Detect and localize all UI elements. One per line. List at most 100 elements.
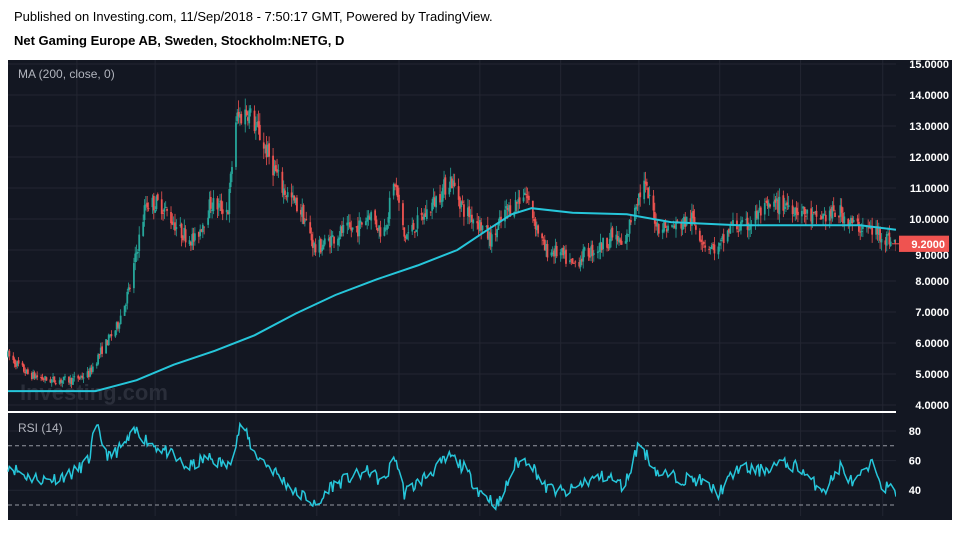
candle-body	[253, 110, 256, 132]
candle-body	[608, 239, 611, 249]
candle-body	[337, 238, 339, 246]
candle-body	[32, 372, 35, 379]
candle-body	[106, 340, 109, 346]
candle-body	[211, 209, 214, 212]
candle-body	[562, 247, 565, 256]
candle-body	[359, 220, 362, 223]
candle-body	[583, 247, 586, 251]
candle-body	[379, 227, 382, 237]
candle-body	[757, 211, 760, 220]
candle-body	[526, 195, 529, 199]
candle-body	[786, 202, 789, 205]
candle-body	[322, 244, 325, 250]
candle-body	[452, 180, 455, 186]
candle-body	[115, 322, 118, 330]
candle-body	[637, 193, 640, 205]
candle-body	[36, 375, 39, 378]
candle-body	[820, 216, 823, 219]
candle-body	[489, 232, 492, 247]
candle-body	[497, 223, 500, 230]
candle-body	[172, 223, 175, 225]
candle-body	[531, 200, 534, 219]
candle-body	[729, 224, 732, 234]
candle-body	[535, 225, 538, 231]
candle-body	[193, 233, 196, 241]
candle-body	[398, 194, 400, 203]
candle-body	[823, 214, 826, 216]
price-tick-label: 13.0000	[909, 121, 949, 133]
candle-body	[565, 249, 567, 264]
candle-body	[305, 219, 308, 221]
candle-body	[190, 242, 192, 246]
candle-body	[610, 229, 612, 242]
candle-body	[606, 237, 608, 248]
candle-body	[388, 197, 391, 219]
candle-body	[505, 206, 508, 209]
candle-body	[793, 215, 795, 217]
candle-body	[830, 208, 832, 217]
candle-body	[769, 204, 771, 207]
candle-body	[258, 124, 261, 141]
price-tick-label: 15.0000	[909, 59, 949, 71]
candle-body	[472, 219, 475, 224]
candle-body	[321, 247, 324, 252]
candle-body	[722, 234, 725, 243]
time-tick-label: Mar	[145, 521, 165, 533]
candle-body	[767, 202, 770, 208]
candle-body	[77, 375, 80, 379]
candle-body	[480, 222, 483, 231]
candle-body	[590, 246, 593, 257]
candle-body	[341, 226, 343, 233]
candle-body	[262, 142, 265, 149]
candle-body	[831, 206, 834, 219]
candle-body	[423, 214, 426, 220]
candle-body	[627, 234, 630, 236]
candle-body	[461, 201, 464, 203]
candle-body	[672, 226, 675, 228]
candle-body	[355, 226, 358, 228]
candle-body	[815, 210, 818, 217]
candle-body	[884, 240, 887, 245]
candle-body	[802, 206, 805, 209]
candle-body	[311, 239, 314, 248]
candle-body	[755, 210, 758, 219]
candle-body	[285, 195, 288, 197]
candle-body	[183, 227, 186, 239]
candle-body	[797, 211, 799, 216]
candle-body	[95, 363, 98, 366]
candle-body	[888, 232, 891, 245]
candle-body	[425, 209, 428, 219]
candle-body	[587, 247, 590, 257]
candle-body	[518, 197, 521, 204]
candle-body	[421, 216, 424, 220]
candle-body	[292, 195, 294, 198]
candle-body	[310, 234, 313, 241]
candle-body	[70, 377, 73, 385]
candle-body	[665, 229, 668, 232]
candle-body	[847, 218, 850, 226]
candle-body	[774, 199, 777, 203]
candle-body	[655, 222, 658, 227]
candle-body	[41, 377, 44, 380]
candle-body	[496, 229, 498, 238]
candle-body	[282, 188, 285, 196]
candle-body	[201, 224, 204, 233]
candle-body	[264, 146, 267, 148]
candlestick-series	[7, 98, 897, 389]
candle-body	[25, 369, 28, 373]
candle-body	[248, 110, 251, 124]
candle-body	[850, 217, 852, 224]
candle-body	[624, 241, 627, 244]
candle-body	[828, 210, 831, 221]
candle-body	[860, 230, 863, 233]
candle-body	[40, 376, 43, 378]
candle-body	[142, 221, 145, 236]
candle-body	[180, 223, 183, 238]
candle-body	[136, 251, 139, 254]
candle-body	[857, 221, 860, 232]
candle-body	[643, 180, 646, 200]
candle-body	[146, 202, 149, 208]
candle-body	[227, 211, 229, 215]
candle-body	[570, 259, 573, 261]
candle-body	[468, 206, 471, 218]
